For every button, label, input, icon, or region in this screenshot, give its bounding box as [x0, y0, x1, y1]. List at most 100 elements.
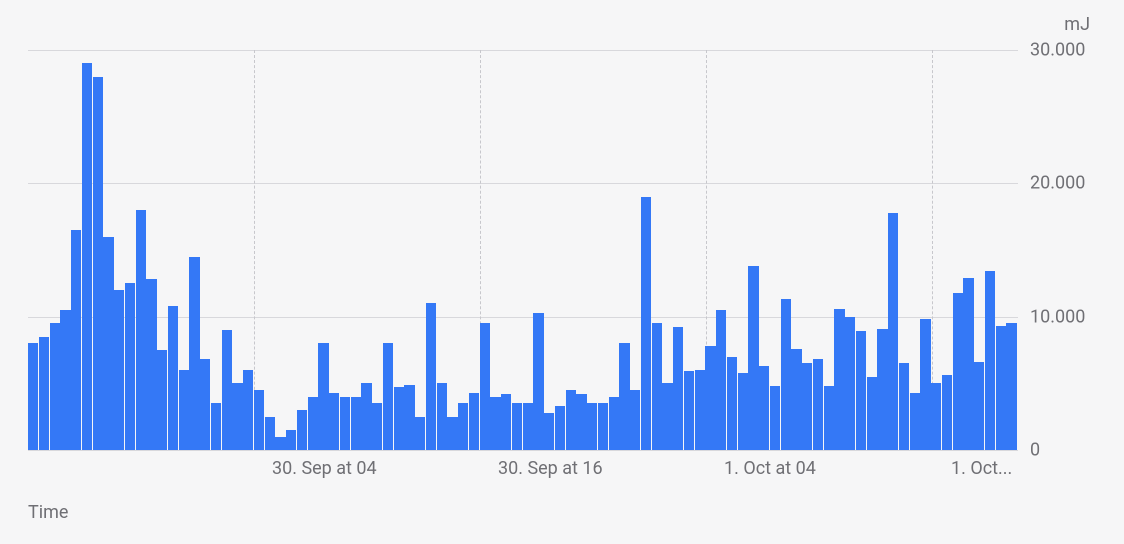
chart-bar	[953, 293, 963, 450]
chart-bar	[566, 390, 576, 450]
chart-bar	[544, 413, 554, 450]
x-axis-tick-label: 30. Sep at 04	[272, 458, 377, 479]
chart-bar	[791, 349, 801, 450]
x-axis-tick-label: 1. Oct...	[951, 458, 1012, 479]
chart-bar	[490, 397, 500, 450]
chart-bar	[824, 386, 834, 450]
y-axis-tick-label: 10.000	[1030, 306, 1085, 327]
chart-bar	[447, 417, 457, 450]
chart-bar	[286, 430, 296, 450]
chart-bar	[297, 410, 307, 450]
chart-bar	[781, 299, 791, 450]
chart-bar	[684, 371, 694, 450]
chart-bar	[243, 370, 253, 450]
chart-bar	[383, 343, 393, 450]
chart-bar	[738, 373, 748, 450]
chart-bar	[523, 403, 533, 450]
chart-bar	[834, 309, 844, 450]
chart-bar	[340, 397, 350, 450]
chart-bar	[394, 387, 404, 450]
chart-bar	[609, 397, 619, 450]
chart-bar	[372, 403, 382, 450]
chart-bar	[136, 210, 146, 450]
x-axis-tick-label: 1. Oct at 04	[724, 458, 816, 479]
chart-bar	[157, 350, 167, 450]
horizontal-gridline	[28, 183, 1018, 184]
chart-bar	[587, 403, 597, 450]
chart-bar	[404, 385, 414, 450]
chart-bar	[845, 317, 855, 450]
chart-bar	[942, 375, 952, 450]
chart-bar	[469, 393, 479, 450]
chart-bar	[877, 329, 887, 450]
x-axis-label: Time	[28, 502, 68, 523]
chart-bar	[146, 279, 156, 450]
chart-bar	[705, 346, 715, 450]
chart-bar	[458, 403, 468, 450]
chart-bar	[598, 403, 608, 450]
chart-bar	[265, 417, 275, 450]
chart-bar	[512, 403, 522, 450]
chart-bar	[856, 331, 866, 450]
chart-bar	[308, 397, 318, 450]
chart-bar	[39, 337, 49, 450]
chart-bar	[759, 366, 769, 450]
energy-chart: mJ Time 010.00020.00030.00030. Sep at 04…	[0, 0, 1124, 544]
chart-bar	[222, 330, 232, 450]
chart-bar	[318, 343, 328, 450]
chart-bar	[963, 278, 973, 450]
chart-bar	[802, 363, 812, 450]
chart-bar	[920, 319, 930, 450]
chart-bar	[1006, 323, 1016, 450]
chart-bar	[652, 323, 662, 450]
x-axis-tick-label: 30. Sep at 16	[498, 458, 603, 479]
y-axis-tick-label: 20.000	[1030, 173, 1085, 194]
chart-bar	[641, 197, 651, 450]
chart-bar	[867, 377, 877, 450]
chart-bar	[727, 357, 737, 450]
chart-bar	[211, 403, 221, 450]
chart-bar	[189, 257, 199, 450]
y-axis-tick-label: 0	[1030, 440, 1040, 461]
chart-bar	[910, 393, 920, 450]
chart-bar	[82, 63, 92, 450]
chart-bar	[168, 306, 178, 450]
chart-bar	[770, 386, 780, 450]
chart-bar	[103, 237, 113, 450]
chart-bar	[748, 266, 758, 450]
chart-bar	[232, 383, 242, 450]
chart-bar	[974, 362, 984, 450]
chart-bar	[329, 393, 339, 450]
chart-bar	[114, 290, 124, 450]
chart-bar	[179, 370, 189, 450]
chart-bar	[71, 230, 81, 450]
chart-bar	[576, 394, 586, 450]
chart-bar	[437, 383, 447, 450]
chart-bar	[888, 213, 898, 450]
chart-bar	[351, 397, 361, 450]
chart-bar	[555, 406, 565, 450]
chart-bar	[50, 323, 60, 450]
chart-bar	[673, 327, 683, 450]
horizontal-gridline	[28, 450, 1018, 451]
chart-bar	[480, 323, 490, 450]
chart-bar	[996, 326, 1006, 450]
chart-bar	[619, 343, 629, 450]
chart-bar	[985, 271, 995, 450]
chart-bar	[254, 390, 264, 450]
y-axis-tick-label: 30.000	[1030, 40, 1085, 61]
chart-bar	[501, 394, 511, 450]
chart-bar	[415, 417, 425, 450]
chart-bar	[716, 310, 726, 450]
chart-bar	[93, 77, 103, 450]
chart-bar	[533, 313, 543, 450]
chart-bar	[426, 303, 436, 450]
chart-plot-area	[28, 50, 1018, 450]
chart-bar	[125, 283, 135, 450]
chart-bar	[931, 383, 941, 450]
chart-bar	[361, 383, 371, 450]
chart-bar	[200, 359, 210, 450]
chart-bar	[275, 437, 285, 450]
chart-bar	[695, 370, 705, 450]
chart-bar	[630, 390, 640, 450]
